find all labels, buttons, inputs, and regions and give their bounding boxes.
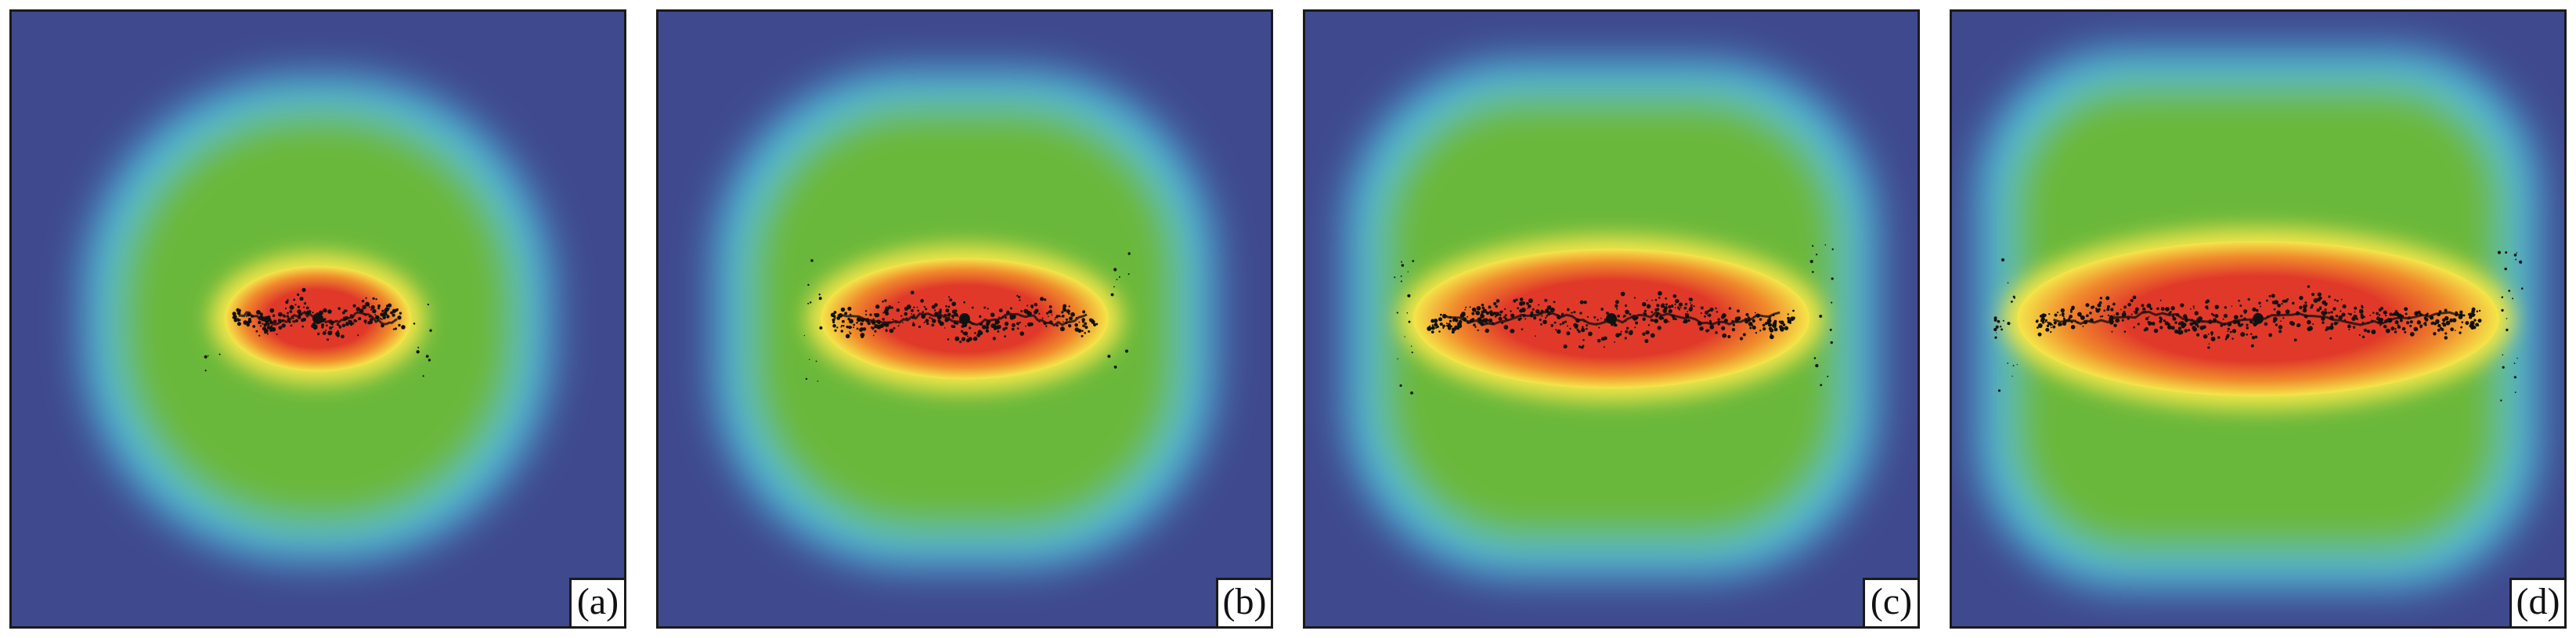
- panel-d: (d): [1950, 9, 2567, 629]
- panel-c: (c): [1303, 9, 1920, 629]
- panel-label-c: (c): [1863, 578, 1918, 626]
- center-particle: [312, 313, 323, 324]
- particle-chain: [842, 312, 1088, 327]
- panel-b: (b): [656, 9, 1273, 629]
- field-plot-a: [12, 12, 624, 626]
- field-plot-d: [1952, 12, 2564, 626]
- panel-label-a: (a): [569, 578, 624, 626]
- panel-label-d: (d): [2509, 578, 2564, 626]
- center-particle: [2253, 313, 2264, 324]
- panel-label-b: (b): [1216, 578, 1271, 626]
- field-plot-b: [658, 12, 1271, 626]
- panel-a: (a): [9, 9, 626, 629]
- field-plot-c: [1305, 12, 1918, 626]
- center-particle: [1606, 313, 1617, 324]
- center-particle: [959, 313, 970, 324]
